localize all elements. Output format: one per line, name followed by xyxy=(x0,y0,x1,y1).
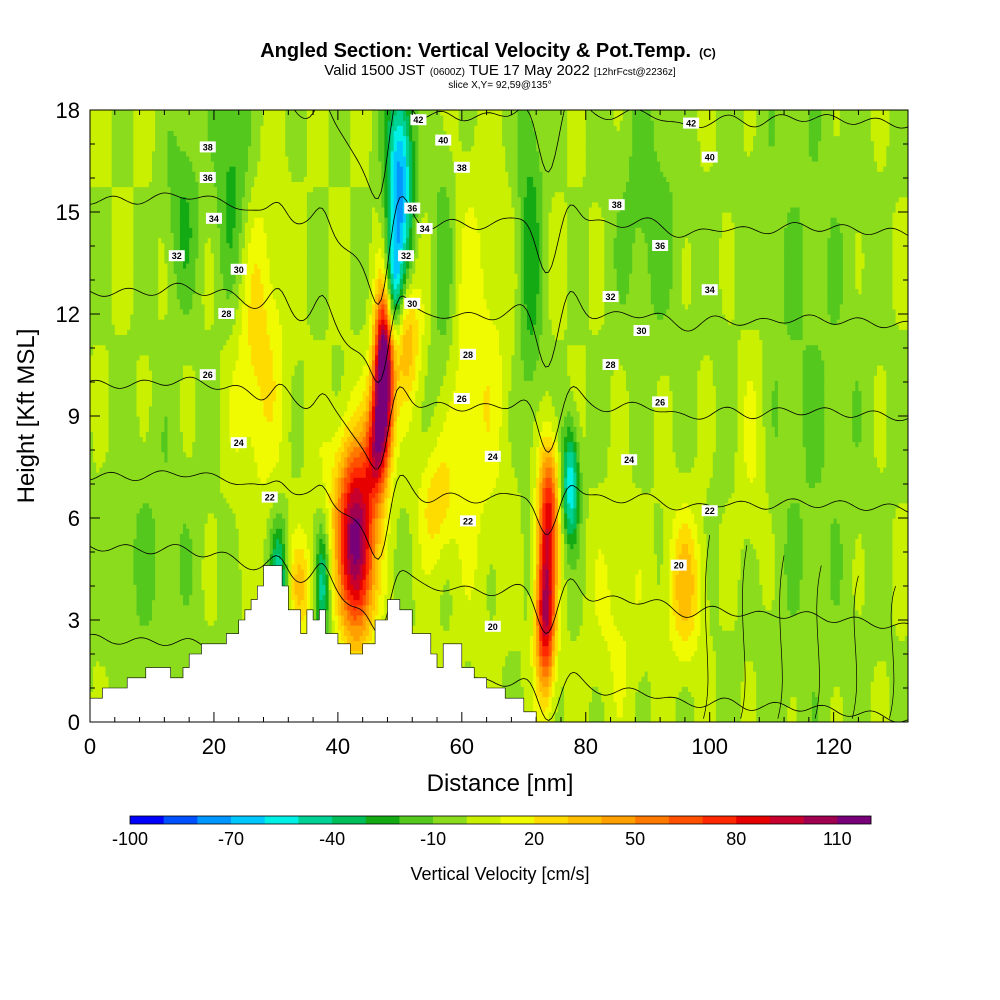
chart-subtitle-slice: slice X,Y= 92,59@135° xyxy=(448,80,551,91)
figure: Angled Section: Vertical Velocity & Pot.… xyxy=(0,0,1000,1000)
chart-title: Angled Section: Vertical Velocity & Pot.… xyxy=(260,40,716,62)
